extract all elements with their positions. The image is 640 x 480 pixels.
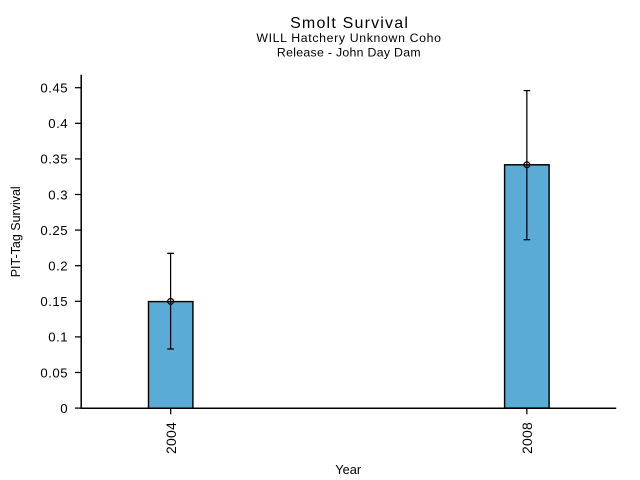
svg-text:0.2: 0.2	[48, 258, 68, 273]
svg-text:0.05: 0.05	[40, 365, 68, 380]
svg-text:2004: 2004	[163, 422, 179, 454]
svg-text:0.35: 0.35	[40, 152, 68, 167]
svg-text:0.45: 0.45	[40, 80, 68, 95]
svg-text:0: 0	[60, 401, 68, 416]
svg-text:0.15: 0.15	[40, 294, 68, 309]
svg-text:Year: Year	[335, 462, 362, 477]
svg-text:0.1: 0.1	[48, 330, 68, 345]
svg-text:0.4: 0.4	[48, 116, 68, 131]
svg-text:Smolt Survival: Smolt Survival	[290, 15, 409, 32]
svg-text:2008: 2008	[519, 422, 535, 454]
svg-text:Release - John Day Dam: Release - John Day Dam	[277, 45, 421, 59]
svg-text:WILL Hatchery Unknown Coho: WILL Hatchery Unknown Coho	[256, 31, 441, 45]
svg-text:0.25: 0.25	[40, 223, 68, 238]
svg-text:PIT-Tag Survival: PIT-Tag Survival	[9, 186, 23, 277]
svg-text:0.3: 0.3	[48, 187, 68, 202]
